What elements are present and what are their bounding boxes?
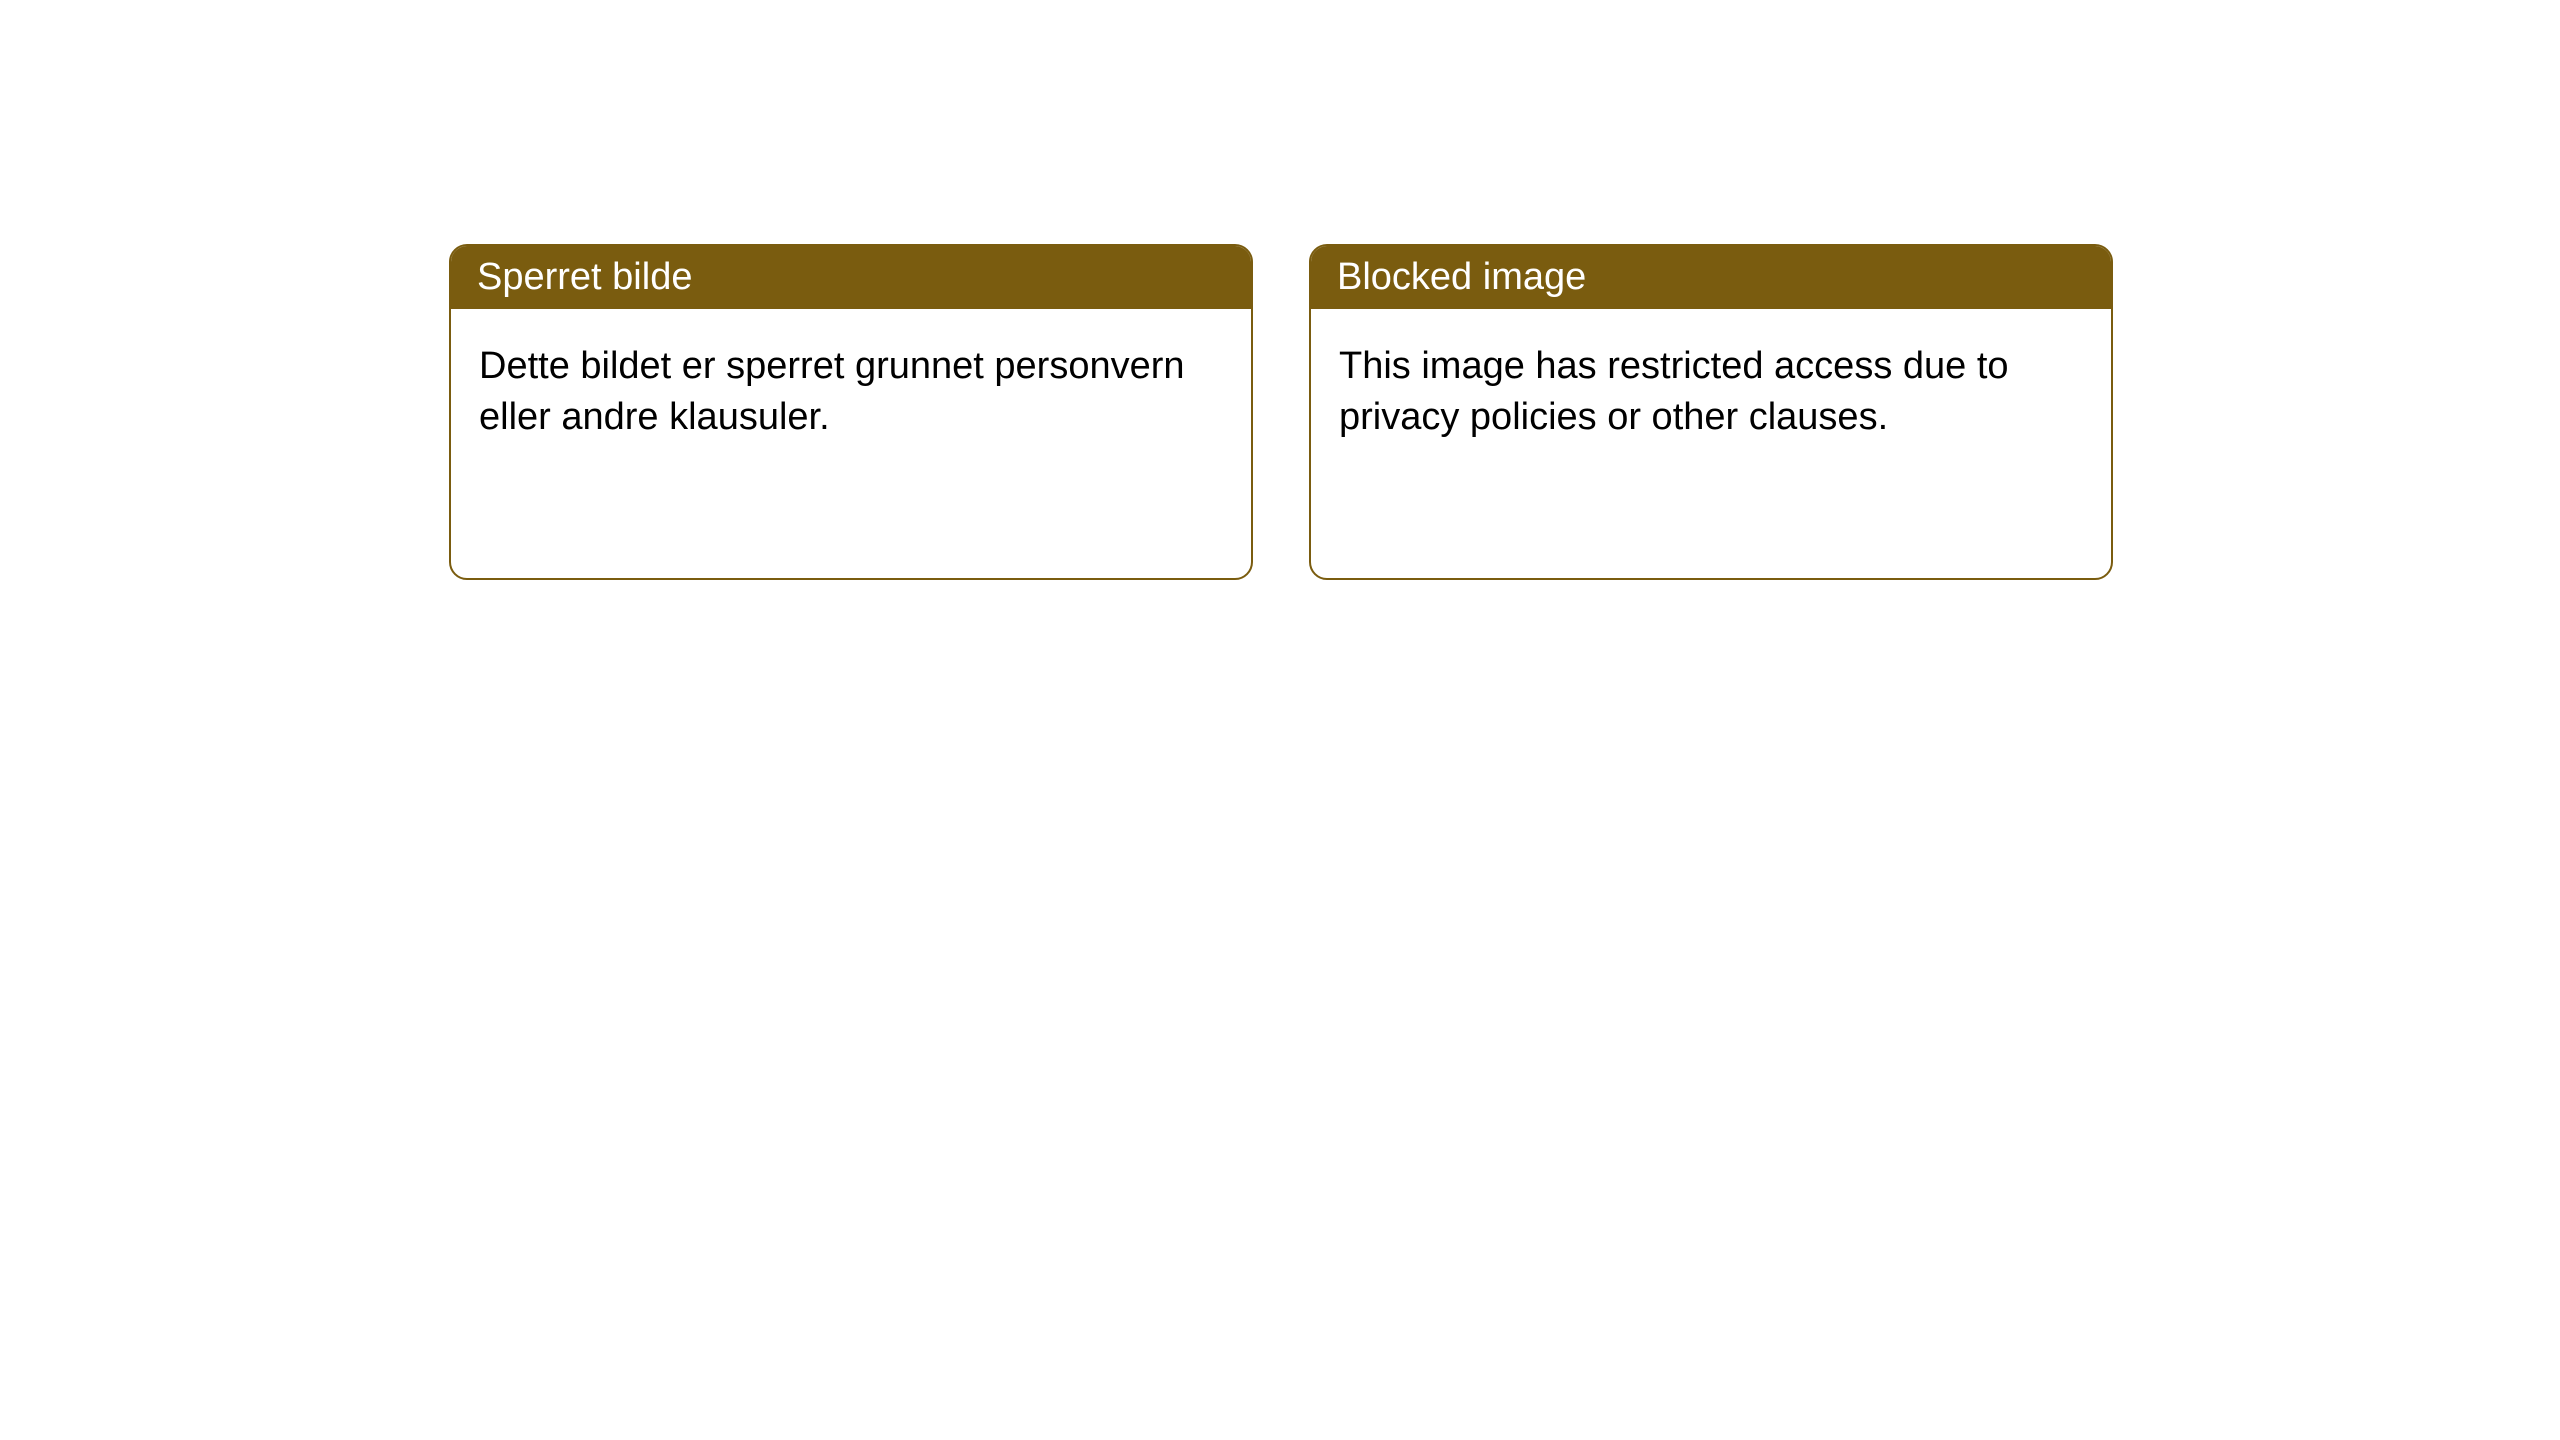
notice-body-text: This image has restricted access due to … <box>1339 345 2009 438</box>
notice-title: Blocked image <box>1337 256 1586 298</box>
notice-body: Dette bildet er sperret grunnet personve… <box>451 309 1251 476</box>
notice-body: This image has restricted access due to … <box>1311 309 2111 476</box>
notice-title: Sperret bilde <box>477 256 692 298</box>
notice-box-norwegian: Sperret bilde Dette bildet er sperret gr… <box>449 244 1253 580</box>
notice-body-text: Dette bildet er sperret grunnet personve… <box>479 345 1185 438</box>
notice-header: Sperret bilde <box>451 246 1251 309</box>
notice-header: Blocked image <box>1311 246 2111 309</box>
notice-container: Sperret bilde Dette bildet er sperret gr… <box>0 0 2560 580</box>
notice-box-english: Blocked image This image has restricted … <box>1309 244 2113 580</box>
